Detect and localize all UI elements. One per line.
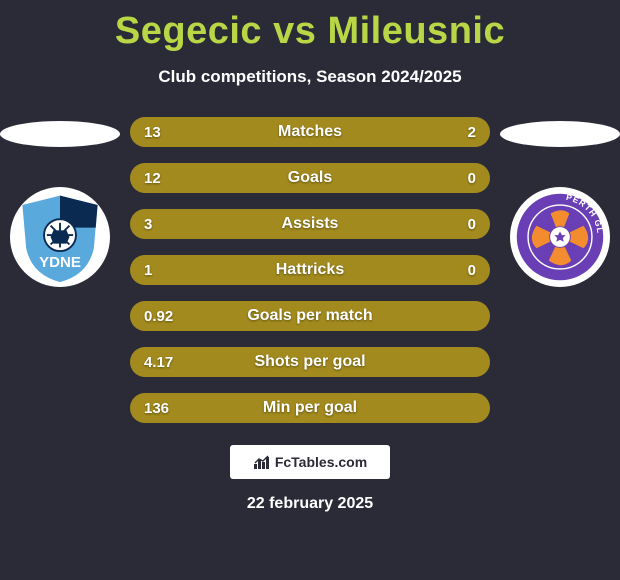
comparison-content: YDNE PERTH	[0, 117, 620, 423]
stat-bar-label: Hattricks	[130, 255, 490, 285]
stat-bar-right-value: 0	[468, 163, 476, 193]
stat-bar-right-value: 2	[468, 117, 476, 147]
stat-bar-left-value: 3	[144, 209, 152, 239]
stat-bars: Matches132Goals120Assists30Hattricks10Go…	[130, 117, 490, 423]
svg-text:YDNE: YDNE	[39, 254, 81, 271]
stat-bar-label: Shots per goal	[130, 347, 490, 377]
stat-bar: Matches13 2	[130, 117, 490, 147]
stat-bar-label: Goals per match	[130, 301, 490, 331]
stat-bar-label: Goals	[130, 163, 490, 193]
stat-bar: Hattricks1 0	[130, 255, 490, 285]
ellipse-left	[0, 121, 120, 147]
fctables-logo: FcTables.com	[230, 445, 390, 479]
stat-bar: Assists3 0	[130, 209, 490, 239]
stat-bar-label: Min per goal	[130, 393, 490, 423]
stat-bar: Shots per goal4.17	[130, 347, 490, 377]
stat-bar-left-value: 0.92	[144, 301, 173, 331]
comparison-date: 22 february 2025	[0, 495, 620, 513]
stat-bar-left-value: 1	[144, 255, 152, 285]
stat-bar-left-value: 4.17	[144, 347, 173, 377]
stat-bar: Goals per match0.92	[130, 301, 490, 331]
player-left-region: YDNE	[0, 117, 120, 287]
stat-bar: Min per goal136	[130, 393, 490, 423]
sydney-fc-crest: YDNE	[10, 187, 110, 287]
page-subtitle: Club competitions, Season 2024/2025	[0, 67, 620, 87]
stat-bar-label: Assists	[130, 209, 490, 239]
perth-glory-crest-svg: PERTH GLORY	[513, 190, 607, 284]
stat-bar-right-value: 0	[468, 255, 476, 285]
stat-bar-left-value: 136	[144, 393, 169, 423]
ellipse-right	[500, 121, 620, 147]
fctables-logo-text: FcTables.com	[275, 454, 367, 470]
stat-bar-left-value: 13	[144, 117, 161, 147]
page-title: Segecic vs Mileusnic	[0, 0, 620, 53]
perth-glory-crest: PERTH GLORY	[510, 187, 610, 287]
stat-bar-right-value: 0	[468, 209, 476, 239]
chart-icon	[253, 454, 271, 470]
stat-bar-label: Matches	[130, 117, 490, 147]
stat-bar-left-value: 12	[144, 163, 161, 193]
sydney-fc-crest-svg: YDNE	[13, 190, 107, 284]
player-right-region: PERTH GLORY	[500, 117, 620, 287]
stat-bar: Goals12 0	[130, 163, 490, 193]
